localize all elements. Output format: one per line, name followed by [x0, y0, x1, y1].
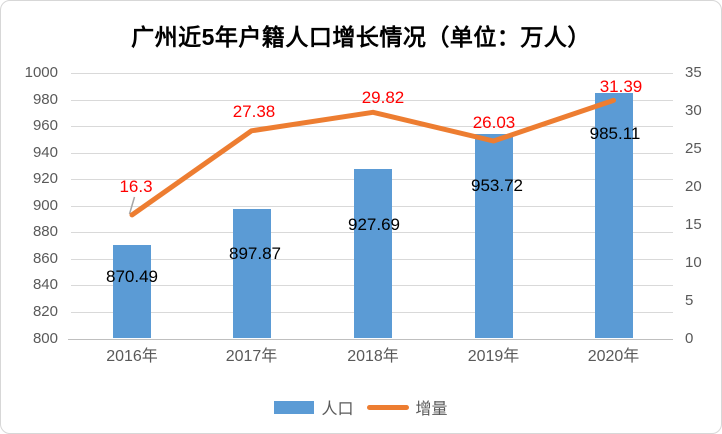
x-axis-line: [68, 338, 673, 340]
y-axis-tick-left: 800: [32, 329, 58, 347]
legend: 人口 增量: [1, 396, 721, 418]
x-axis-label-2017年: 2017年: [225, 348, 278, 365]
y-axis-tick-left: 880: [32, 223, 58, 241]
legend-increment-line-icon: [366, 404, 409, 410]
y-axis-tick-right: 10: [685, 253, 702, 271]
bar-2018年: [354, 168, 392, 339]
y-axis-tick-left: 820: [32, 302, 58, 320]
y-axis-tick-left: 960: [32, 117, 58, 135]
bar-data-label: 870.49: [106, 267, 158, 286]
y-axis-tick-right: 30: [685, 101, 702, 119]
y-axis-tick-left: 980: [32, 90, 58, 108]
gridline: [71, 126, 673, 128]
bar-2020年: [594, 92, 633, 339]
bar-2017年: [232, 208, 271, 339]
y-axis-tick-left: 1000: [24, 64, 58, 81]
y-axis-tick-right: 35: [685, 64, 702, 81]
y-axis-tick-right: 15: [685, 215, 702, 233]
x-axis-label-2019年: 2019年: [467, 348, 520, 365]
label-leader-line: [128, 196, 136, 215]
x-axis-label-2020年: 2020年: [587, 348, 640, 365]
y-axis-tick-left: 860: [32, 249, 58, 267]
bar-data-label: 897.87: [229, 244, 281, 263]
chart-title: 广州近5年户籍人口增长情况（单位：万人）: [131, 24, 591, 50]
line-data-label: 16.3: [119, 177, 153, 196]
bar-data-label: 927.69: [348, 215, 400, 234]
gridline: [71, 73, 673, 74]
increment-line: [129, 97, 616, 218]
x-axis-label-2016年: 2016年: [106, 348, 158, 365]
line-data-label: 29.82: [361, 87, 405, 107]
legend-increment-label: 增量: [415, 401, 448, 418]
legend-population-swatch-icon: [274, 400, 315, 414]
y-axis-tick-left: 840: [32, 276, 58, 294]
line-data-label: 27.38: [232, 102, 276, 121]
bar-data-label: 985.11: [589, 123, 641, 143]
y-axis-tick-left: 900: [32, 196, 58, 214]
y-axis-tick-left: 920: [32, 170, 58, 188]
y-axis-tick-right: 20: [685, 177, 702, 195]
y-axis-tick-right: 25: [685, 139, 702, 157]
legend-population-label: 人口: [321, 401, 354, 418]
gridline: [71, 152, 673, 154]
y-axis-tick-left: 940: [32, 143, 58, 161]
y-axis-tick-right: 5: [685, 291, 694, 309]
bar-2019年: [474, 134, 513, 339]
x-axis-label-2018年: 2018年: [347, 348, 399, 365]
bar-2016年: [113, 244, 151, 339]
gridline: [71, 99, 673, 101]
bar-data-label: 953.72: [471, 175, 523, 195]
line-data-label: 26.03: [472, 113, 516, 132]
y-axis-tick-right: 0: [685, 329, 694, 347]
line-data-label: 31.39: [599, 77, 643, 96]
